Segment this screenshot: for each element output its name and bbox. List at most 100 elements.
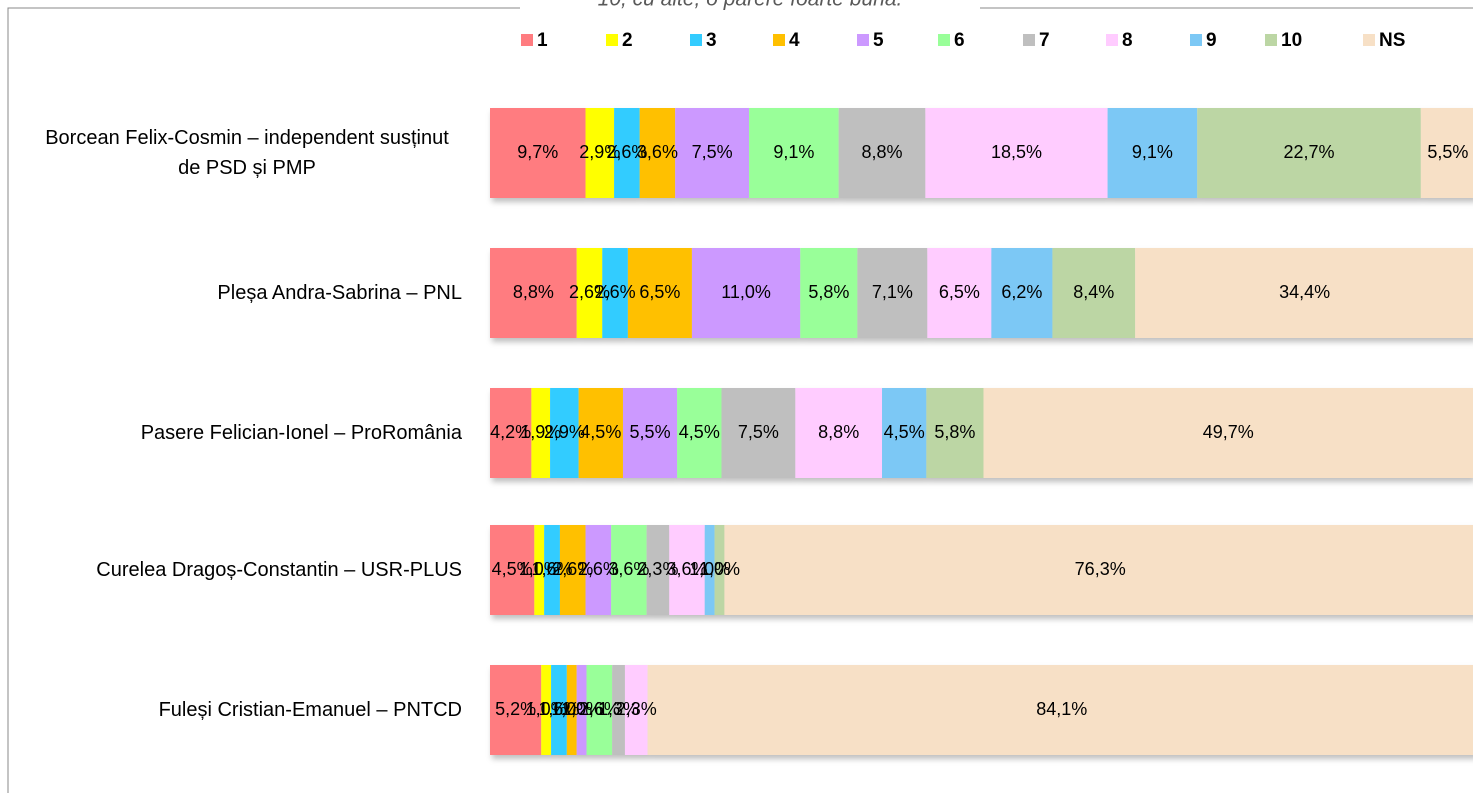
data-label: 5,5% [630, 422, 671, 442]
data-label: 8,4% [1073, 282, 1114, 302]
data-label: 4,5% [492, 559, 533, 579]
bar-segment [983, 388, 1473, 478]
data-label: 1,3% [598, 699, 639, 719]
bar-segment [585, 525, 612, 615]
bar-segment [677, 388, 722, 478]
bar-segment [800, 248, 858, 338]
bar-segment [611, 525, 647, 615]
data-label: 1,0% [561, 699, 602, 719]
data-label: 2,6% [595, 282, 636, 302]
legend-swatch [690, 34, 702, 46]
legend-swatch [1363, 34, 1375, 46]
bar-segment [622, 388, 678, 478]
bar-segment [647, 665, 1473, 755]
bar-segment [534, 525, 545, 615]
legend-label: NS [1379, 30, 1405, 51]
bar-segment [1135, 248, 1473, 338]
bar-segment [614, 108, 640, 198]
data-label: 8,8% [513, 282, 554, 302]
data-label: 5,8% [934, 422, 975, 442]
category-label: Pleșa Andra-Sabrina – PNL [0, 248, 462, 338]
legend-swatch [773, 34, 785, 46]
bar-segment [544, 525, 560, 615]
bar-row [490, 525, 1473, 615]
bar-segment [627, 248, 692, 338]
bar-segment [882, 388, 927, 478]
bar-segment [838, 108, 926, 198]
data-label: 5,8% [808, 282, 849, 302]
category-labels: Borcean Felix-Cosmin – independent susți… [0, 0, 462, 793]
data-label: 1,0% [689, 559, 730, 579]
legend-swatch [857, 34, 869, 46]
data-label: 4,5% [679, 422, 720, 442]
data-label: 1,9% [520, 422, 561, 442]
bar-segment [646, 525, 670, 615]
category-label: Fuleși Cristian-Emanuel – PNTCD [0, 665, 462, 755]
data-label: 3,6% [637, 142, 678, 162]
data-label: 2,6% [578, 559, 619, 579]
category-text: Borcean Felix-Cosmin – independent susți… [45, 127, 449, 179]
data-label: 9,7% [517, 142, 558, 162]
category-label: Pasere Felician-Ionel – ProRomânia [0, 388, 462, 478]
bar-segment [602, 248, 628, 338]
data-label: 22,7% [1284, 142, 1335, 162]
bar-segment [675, 108, 750, 198]
data-label: 2,3% [637, 559, 678, 579]
bar-row [490, 248, 1473, 338]
bar-segment [691, 248, 801, 338]
data-label: 3,6% [608, 559, 649, 579]
bar-segment [721, 388, 796, 478]
bar-segment [704, 525, 715, 615]
bar-segment [490, 108, 586, 198]
data-label: 4,5% [884, 422, 925, 442]
bar-segment [1197, 108, 1421, 198]
bar-segment [927, 248, 992, 338]
legend-swatch [1023, 34, 1035, 46]
bar-segment [490, 525, 535, 615]
data-label: 1,6% [538, 699, 579, 719]
category-label: Curelea Dragoș-Constantin – USR-PLUS [0, 525, 462, 615]
bar-segment [490, 248, 577, 338]
legend-label: 9 [1206, 30, 1217, 51]
data-label: 1,0% [699, 559, 740, 579]
data-label: 2,9% [544, 422, 585, 442]
bar-segment [714, 525, 725, 615]
data-label: 11,0% [721, 282, 771, 302]
data-label: 6,2% [1001, 282, 1042, 302]
data-label: 6,5% [639, 282, 680, 302]
bar-segment [551, 665, 567, 755]
bar-segment [576, 248, 603, 338]
legend-swatch [938, 34, 950, 46]
data-label: 4,5% [580, 422, 621, 442]
data-label: 9,1% [1132, 142, 1173, 162]
bar-segment [550, 388, 579, 478]
bar-segment [531, 388, 551, 478]
category-text: Fuleși Cristian-Emanuel – PNTCD [158, 699, 462, 721]
legend-label: 5 [873, 30, 884, 51]
bar-segment [541, 665, 552, 755]
bar-segment [1107, 108, 1198, 198]
bar-segment [559, 525, 586, 615]
legend-label: 1 [537, 30, 548, 51]
legend-label: 10 [1281, 30, 1302, 51]
data-label: 5,2% [495, 699, 536, 719]
data-label: 2,9% [579, 142, 620, 162]
bar-segment [490, 665, 542, 755]
legend-swatch [606, 34, 618, 46]
legend-label: 8 [1122, 30, 1133, 51]
data-label: 6,5% [939, 282, 980, 302]
data-label: 8,8% [862, 142, 903, 162]
legend-swatch [1265, 34, 1277, 46]
category-text: Curelea Dragoș-Constantin – USR-PLUS [96, 559, 462, 581]
data-label: 7,5% [738, 422, 779, 442]
bar-segment [639, 108, 676, 198]
bar-segment [1420, 108, 1473, 198]
bar-segment [669, 525, 705, 615]
data-label: 76,3% [1075, 559, 1126, 579]
data-label: 4,2% [490, 422, 531, 442]
bar-segment [576, 665, 587, 755]
data-label: 1,6% [532, 559, 573, 579]
data-label: 8,8% [818, 422, 859, 442]
legend-swatch [1190, 34, 1202, 46]
